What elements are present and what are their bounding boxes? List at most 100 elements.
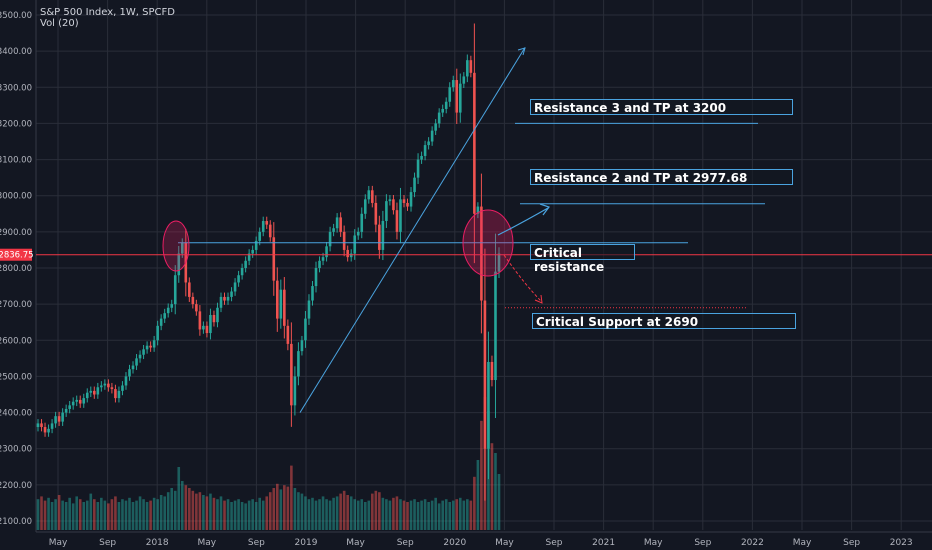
candle-body (395, 210, 399, 232)
volume-bar (188, 488, 191, 530)
volume-bar (75, 496, 79, 530)
x-tick-label: May (346, 538, 365, 548)
volume-bar (57, 495, 61, 530)
x-tick-label: May (197, 538, 216, 548)
volume-bar (466, 499, 469, 530)
critical-support-label[interactable]: Critical Support at 2690 (532, 313, 796, 329)
highlight-circle-2018 (162, 220, 190, 272)
bull-arrowhead (539, 203, 550, 216)
candle-body (275, 280, 279, 319)
candle-body (142, 349, 145, 355)
candle-body (318, 260, 321, 268)
candle-body (304, 318, 307, 341)
candle-body (314, 268, 318, 287)
volume-bar (219, 496, 223, 530)
volume-bar (36, 499, 40, 530)
candle-body (300, 340, 304, 352)
volume-bar (406, 502, 409, 530)
candle-body (209, 314, 212, 334)
candle-body (233, 282, 237, 292)
candle-body (212, 314, 216, 323)
x-tick-label: May (495, 538, 514, 548)
candle-body (416, 159, 420, 178)
candle-body (360, 213, 364, 232)
volume-bar (128, 497, 131, 530)
candle-body (374, 202, 378, 225)
volume-bar (321, 496, 325, 530)
volume-bar (156, 499, 159, 530)
candle-body (399, 199, 402, 232)
volume-bar (367, 500, 371, 530)
candle-body (448, 87, 452, 102)
candle-body (121, 385, 124, 391)
volume-bar (93, 499, 96, 530)
candle-body (476, 206, 480, 214)
critical-resistance-label[interactable]: Critical resistance (530, 244, 635, 274)
x-tick-label: 2021 (592, 538, 615, 548)
candle-body (85, 392, 89, 399)
candle-body (490, 361, 494, 381)
volume-bar (480, 420, 483, 530)
volume-bar (180, 481, 184, 530)
volume-bar (311, 497, 314, 530)
volume-bar (272, 488, 276, 530)
candle-body (202, 325, 205, 330)
volume-bar (198, 492, 202, 530)
y-tick-label: 2500.00 (0, 372, 32, 382)
volume-bar (427, 502, 430, 530)
y-tick-label: 2200.00 (0, 481, 32, 491)
volume-bar (392, 497, 395, 530)
volume-bar (381, 497, 385, 530)
y-tick-label: 2900.00 (0, 228, 32, 238)
x-tick-label: Sep (694, 538, 711, 548)
volume-bar (205, 496, 209, 530)
candle-body (47, 428, 50, 433)
volume-bar (47, 497, 50, 530)
volume-legend: Vol (20) (40, 18, 79, 29)
volume-bar (223, 500, 226, 530)
volume-bar (82, 502, 86, 530)
volume-bar (110, 499, 114, 530)
volume-bar (89, 493, 93, 530)
candle-body (388, 199, 392, 202)
candle-body (131, 365, 135, 370)
candle-body (409, 192, 413, 207)
volume-bar (462, 500, 466, 530)
candle-body (195, 304, 198, 312)
candle-body (188, 282, 191, 297)
resistance2-label[interactable]: Resistance 2 and TP at 2977.68 (530, 169, 793, 185)
candle-body (272, 237, 276, 281)
candle-body (82, 398, 86, 404)
y-tick-label: 2300.00 (0, 445, 32, 455)
volume-bar (286, 486, 290, 530)
volume-bar (216, 499, 219, 530)
volume-bar (307, 499, 311, 530)
volume-bars (36, 397, 501, 530)
volume-bar (416, 502, 420, 530)
volume-bar (159, 495, 163, 530)
volume-bar (170, 488, 174, 530)
volume-bar (451, 500, 455, 530)
x-tick-label: Sep (99, 538, 116, 548)
candle-body (469, 60, 473, 73)
candle-body (297, 351, 300, 377)
volume-bar (325, 499, 328, 530)
volume-bar (233, 500, 237, 530)
resistance3-label[interactable]: Resistance 3 and TP at 3200 (530, 99, 793, 115)
volume-bar (378, 492, 381, 530)
volume-bar (335, 496, 339, 530)
volume-bar (138, 496, 142, 530)
candle-body (177, 253, 181, 276)
candle-body (346, 249, 349, 258)
volume-bar (251, 499, 254, 530)
candle-body (367, 190, 371, 200)
volume-bar (184, 485, 188, 530)
volume-bar (360, 499, 364, 530)
volume-bar (191, 490, 195, 530)
volume-bar (455, 499, 459, 530)
y-tick-label: 3500.00 (0, 11, 32, 21)
candle-body (451, 80, 455, 88)
volume-bar (356, 500, 360, 530)
